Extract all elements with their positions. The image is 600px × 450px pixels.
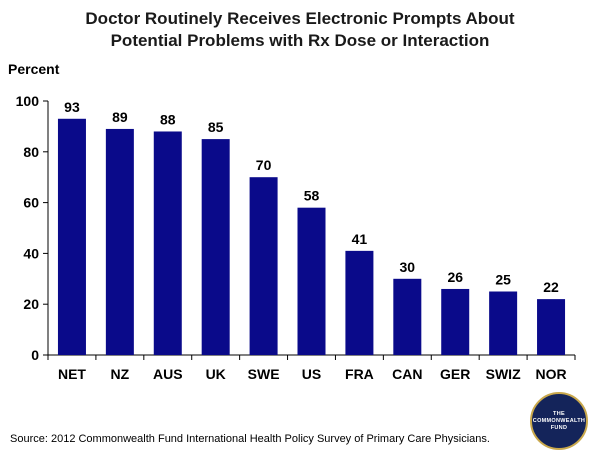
- chart-title-line-1: Doctor Routinely Receives Electronic Pro…: [85, 9, 515, 28]
- chart-bars: [57, 118, 566, 355]
- bar-uk: [201, 139, 230, 355]
- data-label-swe: 70: [256, 157, 272, 173]
- chart-title-line-2: Potential Problems with Rx Dose or Inter…: [110, 31, 490, 50]
- bar-nor: [537, 299, 566, 355]
- x-tick-label-aus: AUS: [153, 366, 183, 382]
- bar-chart: 0 20 40 60 80 100 93 NET 89 NZ 88 AUS 85 UK 70 SWE 58 US…: [16, 93, 576, 382]
- y-tick-label: 20: [23, 296, 39, 312]
- x-tick-label-uk: UK: [206, 366, 226, 382]
- bar-can: [393, 278, 422, 355]
- bar-fra: [345, 250, 374, 355]
- chart-labels: 93 NET 89 NZ 88 AUS 85 UK 70 SWE 58 US 41 FRA 30 CAN 26 G…: [58, 99, 567, 382]
- logo-text: THE COMMONWEALTH FUND: [532, 410, 586, 431]
- commonwealth-fund-logo: THE COMMONWEALTH FUND: [530, 392, 588, 450]
- y-tick-label: 80: [23, 144, 39, 160]
- data-label-swiz: 25: [495, 272, 511, 288]
- data-label-fra: 41: [352, 231, 368, 247]
- data-label-nor: 22: [543, 279, 559, 295]
- bar-net: [57, 118, 86, 355]
- bar-nz: [105, 128, 134, 355]
- chart-axes: 0 20 40 60 80 100: [16, 93, 576, 363]
- source-note: Source: 2012 Commonwealth Fund Internati…: [10, 433, 490, 445]
- x-tick-label-ger: GER: [440, 366, 470, 382]
- chart-title: Doctor Routinely Receives Electronic Pro…: [0, 8, 600, 52]
- x-tick-label-can: CAN: [392, 366, 422, 382]
- data-label-us: 58: [304, 188, 320, 204]
- bar-swe: [249, 177, 278, 355]
- x-tick-label-swiz: SWIZ: [486, 366, 521, 382]
- bar-us: [297, 207, 326, 355]
- y-axis-label: Percent: [8, 61, 60, 77]
- x-tick-label-net: NET: [58, 366, 86, 382]
- y-tick-label: 40: [23, 245, 39, 261]
- data-label-nz: 89: [112, 109, 128, 125]
- bar-swiz: [489, 291, 518, 355]
- data-label-can: 30: [400, 259, 416, 275]
- bar-ger: [441, 288, 470, 355]
- y-tick-label: 60: [23, 195, 39, 211]
- x-tick-label-fra: FRA: [345, 366, 374, 382]
- x-tick-label-nor: NOR: [535, 366, 566, 382]
- y-tick-label: 0: [31, 347, 39, 363]
- data-label-uk: 85: [208, 119, 224, 135]
- x-tick-label-swe: SWE: [248, 366, 280, 382]
- bar-aus: [153, 131, 182, 355]
- data-label-net: 93: [64, 99, 80, 115]
- x-tick-label-nz: NZ: [111, 366, 130, 382]
- data-label-aus: 88: [160, 111, 176, 127]
- x-tick-label-us: US: [302, 366, 321, 382]
- y-tick-label: 100: [16, 93, 40, 109]
- data-label-ger: 26: [447, 269, 463, 285]
